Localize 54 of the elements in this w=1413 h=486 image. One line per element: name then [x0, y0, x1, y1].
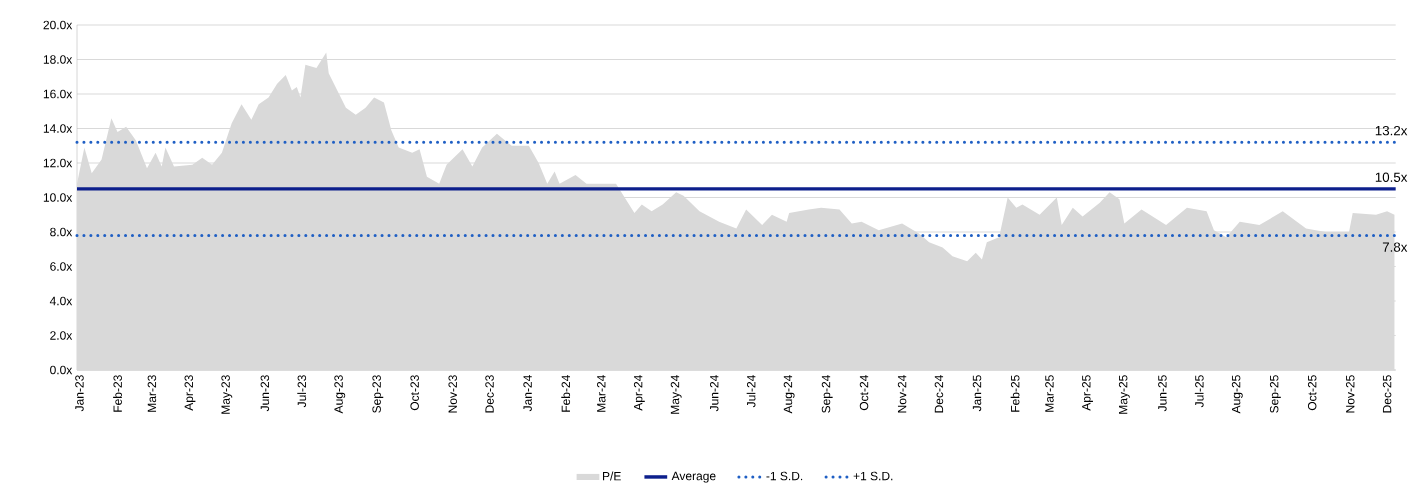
y-tick-label: 10.0x: [43, 193, 73, 202]
x-tick-label: Jan-23: [75, 375, 84, 412]
x-tick-label: Sep-23: [372, 375, 384, 413]
x-tick-label: May-24: [670, 375, 682, 414]
y-tick-label: 14.0x: [43, 124, 73, 133]
x-tick-label: Mar-23: [147, 375, 157, 412]
x-tick-label: Apr-25: [1082, 375, 1093, 411]
x-tick-label: Aug-25: [1231, 375, 1243, 414]
x-tick-label: Aug-23: [334, 375, 346, 414]
x-tick-label: Nov-23: [448, 375, 457, 413]
y-tick-label: 6.0x: [50, 262, 73, 271]
x-tick-label: Jan-24: [523, 375, 532, 412]
x-tick-label: Oct-24: [859, 375, 869, 411]
x-tick-label: Feb-25: [1010, 375, 1020, 412]
x-tick-label: Nov-24: [897, 375, 907, 413]
y-tick-label: 4.0x: [49, 296, 73, 306]
legend-label: Average: [671, 471, 716, 483]
x-tick-label: May-25: [1118, 375, 1130, 414]
x-tick-label: Jun-25: [1158, 375, 1167, 412]
x-tick-label: Dec-23: [485, 375, 494, 413]
x-tick-label: Sep-24: [821, 375, 833, 413]
annotation: 13.2x: [1375, 125, 1408, 136]
x-tick-label: Nov-25: [1346, 375, 1355, 413]
x-tick-label: Sep-25: [1269, 375, 1281, 413]
y-tick-label: 2.0x: [50, 331, 73, 340]
x-tick-label: May-23: [221, 375, 233, 414]
x-tick-label: Jun-23: [260, 375, 270, 412]
x-tick-label: Oct-25: [1307, 375, 1317, 411]
y-tick-label: 16.0x: [43, 89, 73, 99]
x-tick-label: Apr-24: [633, 375, 645, 411]
x-tick-label: Mar-25: [1045, 375, 1054, 412]
x-tick-label: Apr-23: [184, 375, 196, 411]
x-tick-label: Jul-23: [297, 375, 307, 408]
x-tick-label: Jul-24: [746, 375, 756, 408]
legend-label: P/E: [603, 471, 621, 481]
x-tick-label: Mar-24: [597, 375, 606, 412]
legend-label: -1 S.D.: [766, 471, 803, 481]
x-tick-label: Dec-25: [1382, 375, 1392, 413]
x-tick-label: Jan-25: [972, 375, 982, 412]
x-tick-label: Jun-24: [709, 375, 719, 412]
x-tick-label: Feb-24: [561, 375, 571, 412]
annotation: 7.8x: [1382, 242, 1408, 252]
y-tick-label: 18.0x: [43, 55, 73, 64]
y-tick-label: 0.0x: [50, 365, 73, 375]
x-tick-label: Jul-25: [1194, 375, 1204, 408]
legend-label: +1 S.D.: [853, 471, 893, 481]
x-tick-label: Dec-24: [934, 375, 944, 413]
y-tick-label: 12.0x: [43, 158, 73, 168]
x-tick-label: Aug-24: [783, 375, 795, 414]
annotation: 10.5x: [1375, 172, 1408, 182]
x-tick-label: Oct-23: [410, 375, 419, 411]
x-tick-label: Feb-23: [113, 375, 122, 412]
y-tick-label: 20.0x: [43, 20, 73, 30]
y-tick-label: 8.0x: [50, 227, 73, 237]
